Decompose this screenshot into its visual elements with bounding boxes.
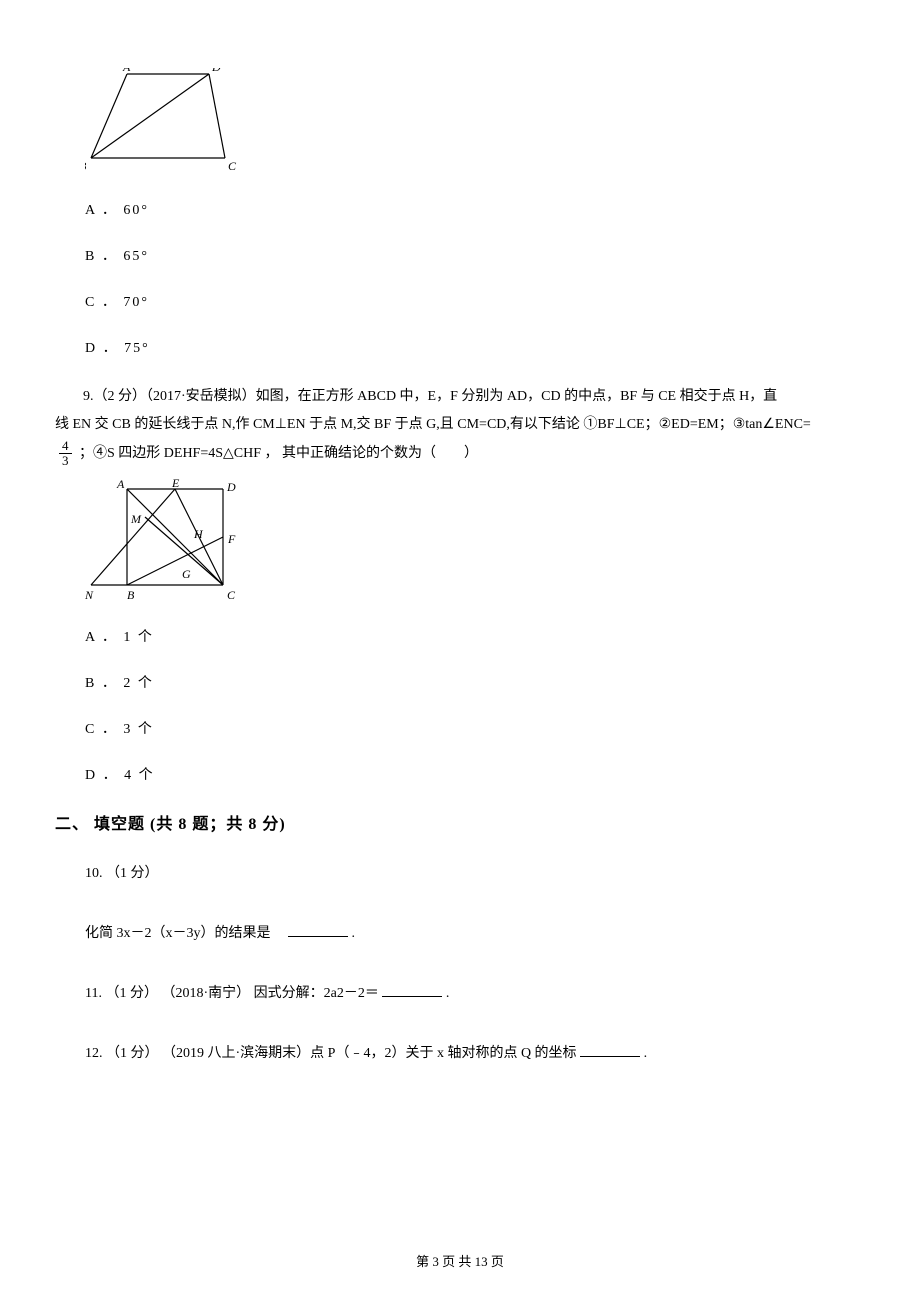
- svg-text:C: C: [227, 588, 236, 601]
- svg-text:B: B: [85, 159, 87, 173]
- q12-blank: [580, 1043, 640, 1057]
- q11-text: 11. （1 分） （2018·南宁） 因式分解：2a2－2＝: [85, 986, 379, 1001]
- page-footer: 第 3 页 共 13 页: [0, 1251, 920, 1270]
- q9-option-b: B ． 2 个: [85, 672, 865, 692]
- q10-line1: 10. （1 分）: [85, 860, 865, 888]
- q11: 11. （1 分） （2018·南宁） 因式分解：2a2－2＝ .: [85, 980, 865, 1008]
- q9-line2: 线 EN 交 CB 的延长线于点 N,作 CM⊥EN 于点 M,交 BF 于点 …: [55, 417, 811, 432]
- q9-line3: ；④S 四边形 DEHF=4S△CHF ， 其中正确结论的个数为（ ）: [76, 446, 479, 461]
- q9-body: 9.（2 分）（2017·安岳模拟）如图，在正方形 ABCD 中，E，F 分别为…: [55, 383, 865, 469]
- q11-blank: [382, 983, 442, 997]
- section2-title: 二、 填空题 (共 8 题；共 8 分): [55, 810, 865, 834]
- q8-option-c: C ． 70°: [85, 291, 865, 311]
- svg-text:E: E: [171, 479, 180, 490]
- q11-after: .: [446, 986, 450, 1001]
- frac-num: 4: [59, 439, 72, 454]
- q9-option-c: C ． 3 个: [85, 718, 865, 738]
- svg-text:N: N: [85, 588, 94, 601]
- svg-text:D: D: [211, 68, 221, 74]
- svg-text:D: D: [226, 480, 236, 494]
- svg-text:C: C: [228, 159, 237, 173]
- q10-line2: 化简 3x－2（x－3y）的结果是 .: [85, 920, 865, 948]
- figure-square: A E D M H F G N B C: [85, 479, 865, 606]
- q9-fraction: 4 3: [59, 439, 72, 469]
- trapezoid-svg: A D B C: [85, 68, 245, 174]
- svg-text:M: M: [130, 512, 142, 526]
- q10-blank: [288, 923, 348, 937]
- q9-option-d: D ． 4 个: [85, 764, 865, 784]
- q12-after: .: [644, 1046, 648, 1061]
- square-svg: A E D M H F G N B C: [85, 479, 245, 601]
- svg-text:B: B: [127, 588, 135, 601]
- q12: 12. （1 分） （2019 八上·滨海期末）点 P（﹣4，2）关于 x 轴对…: [85, 1040, 865, 1068]
- frac-den: 3: [59, 454, 72, 468]
- q8-option-d: D ． 75°: [85, 337, 865, 357]
- svg-text:A: A: [116, 479, 125, 491]
- q9-option-a: A ． 1 个: [85, 626, 865, 646]
- q8-option-b: B ． 65°: [85, 245, 865, 265]
- figure-trapezoid: A D B C: [85, 68, 865, 179]
- q8-option-a: A ． 60°: [85, 199, 865, 219]
- q12-text: 12. （1 分） （2019 八上·滨海期末）点 P（﹣4，2）关于 x 轴对…: [85, 1046, 577, 1061]
- svg-text:G: G: [182, 567, 191, 581]
- q10-after: .: [352, 926, 356, 941]
- q9-line1: 9.（2 分）（2017·安岳模拟）如图，在正方形 ABCD 中，E，F 分别为…: [55, 383, 777, 411]
- svg-text:A: A: [122, 68, 131, 74]
- svg-text:H: H: [193, 527, 204, 541]
- svg-text:F: F: [227, 532, 236, 546]
- q10-text: 化简 3x－2（x－3y）的结果是: [85, 926, 285, 941]
